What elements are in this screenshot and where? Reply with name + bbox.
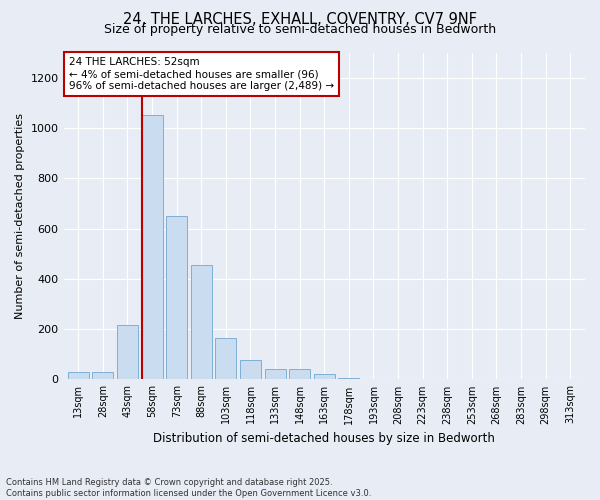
X-axis label: Distribution of semi-detached houses by size in Bedworth: Distribution of semi-detached houses by …: [154, 432, 495, 445]
Text: Size of property relative to semi-detached houses in Bedworth: Size of property relative to semi-detach…: [104, 22, 496, 36]
Y-axis label: Number of semi-detached properties: Number of semi-detached properties: [15, 113, 25, 319]
Text: 24, THE LARCHES, EXHALL, COVENTRY, CV7 9NF: 24, THE LARCHES, EXHALL, COVENTRY, CV7 9…: [123, 12, 477, 28]
Text: 24 THE LARCHES: 52sqm
← 4% of semi-detached houses are smaller (96)
96% of semi-: 24 THE LARCHES: 52sqm ← 4% of semi-detac…: [69, 58, 334, 90]
Bar: [240, 360, 261, 380]
Bar: [314, 374, 335, 380]
Bar: [68, 372, 89, 380]
Bar: [289, 370, 310, 380]
Bar: [142, 116, 163, 380]
Bar: [338, 378, 359, 380]
Bar: [215, 338, 236, 380]
Bar: [117, 326, 138, 380]
Bar: [92, 372, 113, 380]
Bar: [265, 370, 286, 380]
Bar: [191, 265, 212, 380]
Text: Contains HM Land Registry data © Crown copyright and database right 2025.
Contai: Contains HM Land Registry data © Crown c…: [6, 478, 371, 498]
Bar: [166, 216, 187, 380]
